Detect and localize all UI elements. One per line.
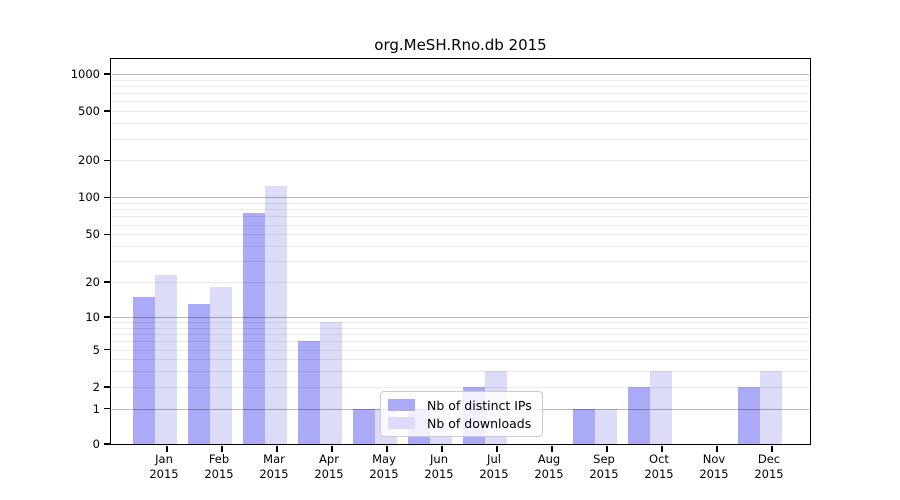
- minor-gridline-800: [112, 85, 809, 87]
- minor-gridline-6: [112, 341, 809, 343]
- minor-gridline-90: [112, 203, 809, 205]
- bar-distinct-ips-dec: [738, 386, 760, 444]
- x-tick-label-apr: Apr 2015: [314, 452, 344, 481]
- y-tick-label-20: 20: [85, 275, 100, 290]
- y-tick-label-1: 1: [92, 401, 100, 416]
- x-tick-oct: [661, 445, 663, 452]
- plot-area: [110, 58, 811, 445]
- major-gridline-10: [112, 316, 809, 318]
- legend: Nb of distinct IPs Nb of downloads: [380, 391, 543, 437]
- bar-downloads-oct: [650, 371, 672, 444]
- x-tick-label-jul: Jul 2015: [479, 452, 509, 481]
- x-tick-aug: [551, 445, 553, 452]
- minor-gridline-3: [112, 371, 809, 373]
- x-tick-may: [386, 445, 388, 452]
- chart-title: org.MeSH.Rno.db 2015: [374, 36, 547, 54]
- minor-gridline-30: [112, 261, 809, 263]
- minor-gridline-5: [112, 349, 809, 351]
- x-tick-label-jan: Jan 2015: [149, 452, 179, 481]
- minor-gridline-600: [112, 101, 809, 103]
- y-tick-20: [104, 281, 110, 283]
- minor-gridline-40: [112, 246, 809, 247]
- y-tick-label-100: 100: [78, 190, 100, 205]
- y-tick-1: [104, 407, 110, 410]
- y-tick-2: [104, 386, 110, 388]
- y-tick-500: [104, 110, 110, 112]
- y-tick-200: [104, 159, 110, 162]
- y-tick-label-0: 0: [92, 437, 100, 451]
- minor-gridline-8: [112, 327, 809, 329]
- legend-swatch-distinct-ips: [388, 399, 415, 411]
- minor-gridline-7: [112, 334, 809, 336]
- y-tick-50: [104, 233, 110, 235]
- bar-distinct-ips-jan: [133, 296, 155, 444]
- minor-gridline-70: [112, 216, 809, 218]
- bar-distinct-ips-feb: [188, 303, 210, 444]
- y-tick-5: [104, 348, 110, 351]
- minor-gridline-2: [112, 386, 809, 388]
- x-tick-label-mar: Mar 2015: [259, 452, 289, 481]
- y-tick-label-1000: 1000: [70, 66, 100, 81]
- y-tick-label-5: 5: [92, 342, 100, 357]
- major-gridline-100: [112, 197, 809, 199]
- bar-distinct-ips-sep: [573, 408, 595, 444]
- bar-downloads-feb: [210, 287, 232, 444]
- x-tick-label-may: May 2015: [369, 452, 399, 481]
- bar-downloads-jan: [155, 274, 177, 444]
- x-tick-sep: [606, 445, 608, 452]
- x-tick-nov: [716, 445, 718, 452]
- legend-row-downloads: Nb of downloads: [388, 416, 535, 431]
- y-tick-10: [104, 316, 110, 318]
- x-tick-label-feb: Feb 2015: [204, 452, 234, 481]
- y-tick-0: [104, 443, 110, 445]
- y-tick-1000: [104, 73, 110, 75]
- minor-gridline-4: [112, 359, 809, 361]
- x-tick-label-dec: Dec 2015: [754, 452, 784, 481]
- minor-gridline-200: [112, 160, 809, 162]
- major-gridline-1000: [112, 73, 809, 75]
- bar-downloads-sep: [595, 408, 617, 444]
- y-tick-label-50: 50: [85, 227, 100, 242]
- bar-downloads-dec: [760, 371, 782, 444]
- bar-distinct-ips-may: [353, 408, 375, 444]
- legend-swatch-downloads: [388, 417, 415, 429]
- legend-label-distinct-ips: Nb of distinct IPs: [427, 397, 532, 413]
- y-tick-label-2: 2: [92, 379, 100, 394]
- bar-distinct-ips-apr: [298, 341, 320, 444]
- minor-gridline-300: [112, 138, 809, 140]
- legend-label-downloads: Nb of downloads: [427, 415, 532, 431]
- bar-downloads-apr: [320, 322, 342, 444]
- x-tick-label-sep: Sep 2015: [589, 452, 619, 481]
- x-tick-label-nov: Nov 2015: [699, 452, 729, 481]
- minor-gridline-500: [112, 111, 809, 113]
- x-tick-jul: [496, 445, 498, 452]
- x-tick-label-aug: Aug 2015: [534, 452, 564, 481]
- y-tick-100: [104, 196, 110, 199]
- y-tick-label-500: 500: [78, 104, 100, 119]
- minor-gridline-9: [112, 322, 809, 323]
- bar-distinct-ips-mar: [243, 213, 265, 444]
- bar-downloads-mar: [265, 185, 287, 444]
- bar-distinct-ips-oct: [628, 386, 650, 444]
- legend-row-distinct-ips: Nb of distinct IPs: [388, 398, 535, 413]
- x-tick-dec: [771, 445, 773, 452]
- minor-gridline-20: [112, 282, 809, 284]
- x-tick-mar: [276, 445, 278, 452]
- x-tick-feb: [221, 445, 223, 452]
- x-tick-jan: [166, 445, 168, 452]
- minor-gridline-50: [112, 234, 809, 236]
- x-tick-label-jun: Jun 2015: [424, 452, 454, 481]
- minor-gridline-700: [112, 93, 809, 95]
- minor-gridline-400: [112, 123, 809, 125]
- y-tick-label-10: 10: [85, 309, 100, 324]
- x-tick-jun: [441, 445, 443, 452]
- minor-gridline-80: [112, 209, 809, 211]
- x-tick-apr: [331, 445, 333, 452]
- y-tick-label-200: 200: [78, 153, 100, 168]
- minor-gridline-60: [112, 224, 809, 226]
- minor-gridline-900: [112, 79, 809, 81]
- x-tick-label-oct: Oct 2015: [644, 452, 674, 481]
